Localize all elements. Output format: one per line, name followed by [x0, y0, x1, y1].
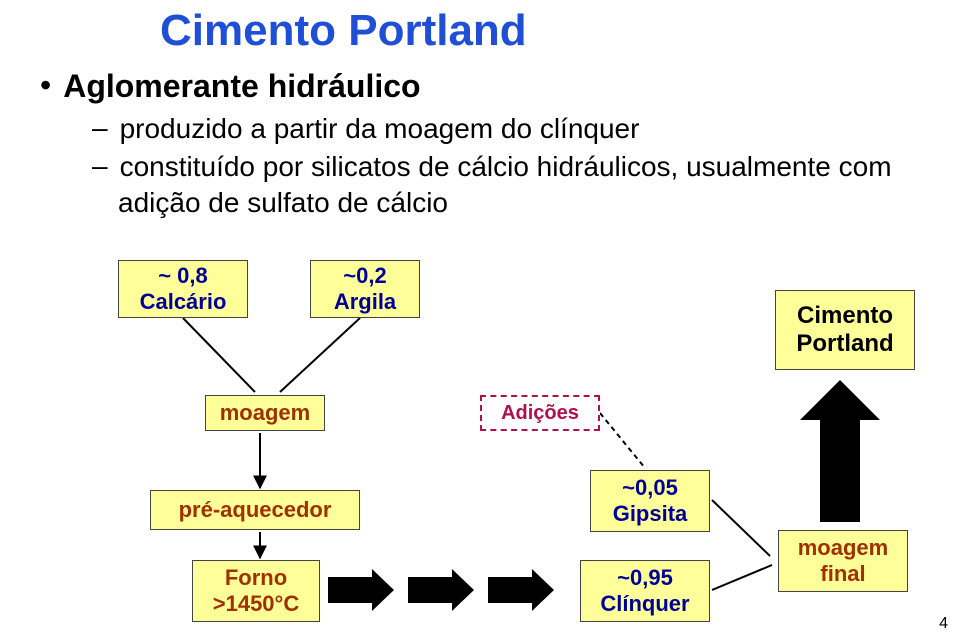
box-forno-line1: Forno [225, 565, 287, 591]
page-number: 4 [939, 615, 948, 633]
sub-2b-text: adição de sulfato de cálcio [118, 186, 448, 220]
bullet-1: • Aglomerante hidráulico [40, 68, 421, 104]
sub-1-text: produzido a partir da moagem do clínquer [120, 112, 640, 146]
box-moagemfinal-line1: moagem [798, 535, 888, 561]
bullet-1-text: Aglomerante hidráulico [63, 68, 420, 104]
box-clinquer-line1: ~0,95 [617, 565, 673, 591]
box-adicoes: Adições [480, 395, 600, 431]
box-adicoes-line1: Adições [501, 402, 579, 425]
box-moagem-line1: moagem [220, 400, 310, 426]
sub-2: – constituído por silicatos de cálcio hi… [92, 150, 892, 184]
box-calcario-line2: Calcário [140, 289, 227, 315]
box-cimentoport: CimentoPortland [775, 290, 915, 370]
page-title: Cimento Portland [160, 6, 527, 56]
box-clinquer-line2: Clínquer [600, 591, 689, 617]
box-argila-line1: ~0,2 [343, 263, 386, 289]
box-forno: Forno>1450°C [192, 560, 320, 622]
dash-icon: – [92, 150, 108, 182]
box-moagem: moagem [205, 395, 325, 431]
sub-2a-text: constituído por silicatos de cálcio hidr… [120, 150, 892, 184]
box-cimentoport-line2: Portland [796, 330, 893, 358]
box-forno-line2: >1450°C [213, 591, 299, 617]
box-argila-line2: Argila [334, 289, 396, 315]
box-pre-line1: pré-aquecedor [179, 497, 332, 523]
bullet-dot: • [40, 68, 51, 102]
box-gipsita: ~0,05Gipsita [590, 470, 710, 532]
box-gipsita-line2: Gipsita [613, 501, 688, 527]
box-pre: pré-aquecedor [150, 490, 360, 530]
box-moagemfinal: moagemfinal [778, 530, 908, 592]
box-clinquer: ~0,95Clínquer [580, 560, 710, 622]
box-moagemfinal-line2: final [820, 561, 865, 587]
box-argila: ~0,2Argila [310, 260, 420, 318]
sub-1: – produzido a partir da moagem do clínqu… [92, 112, 639, 146]
box-calcario: ~ 0,8Calcário [118, 260, 248, 318]
box-calcario-line1: ~ 0,8 [158, 263, 208, 289]
dash-icon: – [92, 112, 108, 144]
box-cimentoport-line1: Cimento [797, 302, 893, 330]
flow-diagram: ~ 0,8Calcário ~0,2Argila moagem pré-aqueced… [50, 260, 930, 630]
box-gipsita-line1: ~0,05 [622, 475, 678, 501]
sub-2-cont: adição de sulfato de cálcio [118, 186, 448, 220]
